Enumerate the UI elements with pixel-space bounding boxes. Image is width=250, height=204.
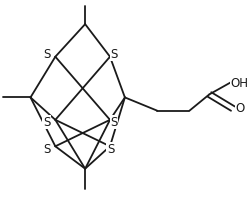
Text: S: S [43, 116, 50, 129]
Text: S: S [110, 116, 118, 129]
Text: OH: OH [229, 76, 247, 89]
Text: S: S [43, 48, 50, 61]
Text: S: S [43, 143, 50, 155]
Text: S: S [110, 48, 118, 61]
Text: O: O [235, 102, 244, 115]
Text: S: S [106, 143, 114, 155]
